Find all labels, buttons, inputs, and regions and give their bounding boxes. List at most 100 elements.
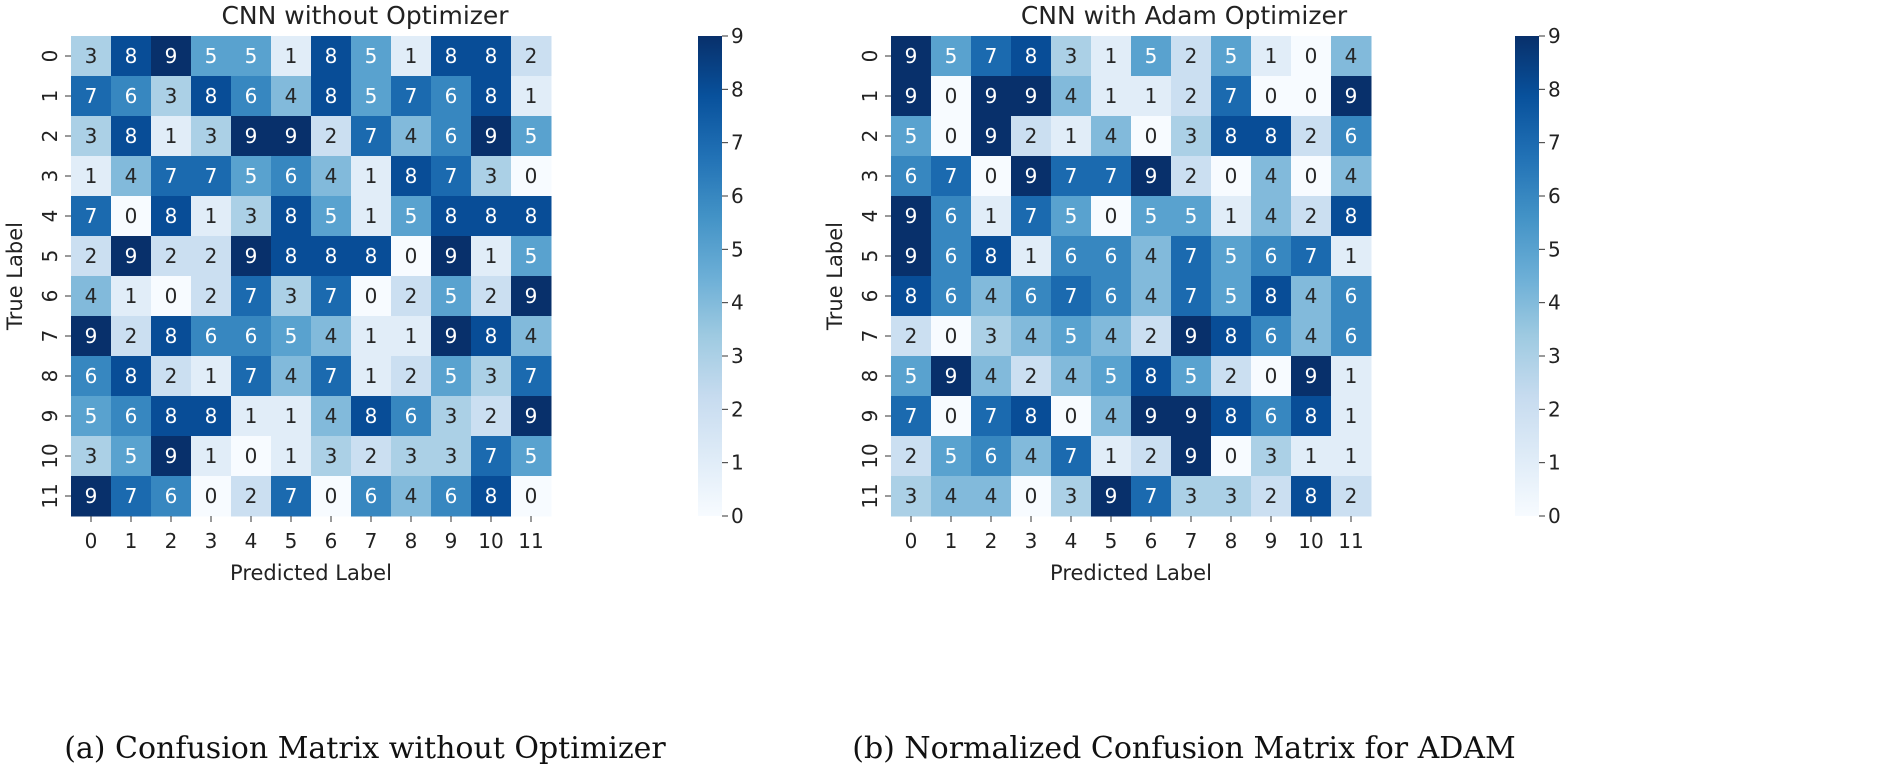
cell-value: 3 — [1185, 484, 1198, 508]
cell-value: 8 — [125, 364, 138, 388]
cell-value: 0 — [1305, 84, 1318, 108]
heatmap-cell — [511, 356, 552, 397]
heatmap-cell — [1291, 36, 1332, 77]
cell-value: 4 — [285, 84, 298, 108]
cell-value: 1 — [365, 164, 378, 188]
cell-value: 3 — [85, 44, 98, 68]
cell-value: 5 — [945, 44, 958, 68]
cell-value: 4 — [325, 164, 338, 188]
heatmap-cell — [891, 276, 932, 317]
heatmap-cell — [391, 476, 432, 517]
cell-value: 5 — [1145, 204, 1158, 228]
cell-value: 5 — [1225, 244, 1238, 268]
cell-value: 1 — [1345, 364, 1358, 388]
cell-value: 8 — [905, 284, 918, 308]
heatmap-cell — [271, 356, 312, 397]
heatmap-cell — [971, 436, 1012, 477]
heatmap-cell — [971, 476, 1012, 517]
cell-value: 7 — [165, 164, 178, 188]
heatmap-cell — [151, 156, 192, 197]
colorbar-tick-label: 7 — [731, 131, 744, 155]
colorbar — [698, 36, 722, 516]
heatmap-cell — [511, 196, 552, 237]
cell-value: 3 — [85, 444, 98, 468]
y-tick-label: 9 — [858, 410, 882, 423]
heatmap-cell — [1011, 436, 1052, 477]
cell-value: 8 — [405, 164, 418, 188]
colorbar-tick-label: 3 — [1548, 344, 1561, 368]
cell-value: 5 — [125, 444, 138, 468]
heatmap-cell — [191, 396, 232, 437]
cell-value: 8 — [1225, 404, 1238, 428]
heatmap-cell — [431, 436, 472, 477]
cell-value: 4 — [1065, 84, 1078, 108]
y-tick-label: 2 — [38, 130, 62, 143]
cell-value: 1 — [365, 364, 378, 388]
cell-value: 9 — [985, 124, 998, 148]
cell-value: 7 — [325, 284, 338, 308]
x-tick-label: 6 — [325, 529, 338, 553]
cell-value: 0 — [1105, 204, 1118, 228]
cell-value: 6 — [945, 244, 958, 268]
heatmap-cell — [1291, 436, 1332, 477]
cell-value: 6 — [445, 84, 458, 108]
cell-value: 0 — [945, 324, 958, 348]
cell-value: 4 — [1265, 204, 1278, 228]
heatmap-cell — [1051, 436, 1092, 477]
heatmap-cell — [431, 236, 472, 277]
heatmap-cell — [511, 316, 552, 357]
heatmap-cell — [1011, 76, 1052, 117]
heatmap-cell — [311, 436, 352, 477]
heatmap-cell — [271, 236, 312, 277]
heatmap-cell — [891, 196, 932, 237]
heatmap-cell — [931, 36, 972, 77]
heatmap-cell — [931, 396, 972, 437]
cell-value: 0 — [945, 404, 958, 428]
heatmap-cell — [231, 156, 272, 197]
heatmap-cell — [391, 436, 432, 477]
cell-value: 2 — [405, 364, 418, 388]
heatmap-cell — [971, 316, 1012, 357]
cell-value: 9 — [1185, 324, 1198, 348]
cell-value: 7 — [285, 484, 298, 508]
cell-value: 0 — [205, 484, 218, 508]
heatmap-cell — [1331, 396, 1372, 437]
heatmap-cell — [1211, 476, 1252, 517]
heatmap-cell — [1091, 436, 1132, 477]
heatmap-cell — [1051, 476, 1092, 517]
heatmap-cell — [1131, 196, 1172, 237]
heatmap-cell — [1211, 36, 1252, 77]
cell-value: 8 — [165, 324, 178, 348]
heatmap-cell — [891, 76, 932, 117]
cell-value: 7 — [205, 164, 218, 188]
heatmap-cell — [431, 276, 472, 317]
heatmap-cell — [111, 116, 152, 157]
x-tick-label: 8 — [405, 529, 418, 553]
cell-value: 8 — [1305, 404, 1318, 428]
cell-value: 8 — [445, 204, 458, 228]
heatmap-cell — [71, 396, 112, 437]
heatmap-cell — [1251, 316, 1292, 357]
cell-value: 8 — [205, 404, 218, 428]
cell-value: 5 — [245, 44, 258, 68]
heatmap-cell — [1251, 196, 1292, 237]
cell-value: 7 — [245, 284, 258, 308]
heatmap-cell — [931, 436, 972, 477]
heatmap-cell — [1251, 236, 1292, 277]
y-tick-label: 4 — [38, 210, 62, 223]
colorbar-tick-label: 0 — [1548, 504, 1561, 528]
heatmap-cell — [471, 396, 512, 437]
cell-value: 8 — [285, 204, 298, 228]
cell-value: 1 — [485, 244, 498, 268]
heatmap-cell — [1331, 196, 1372, 237]
cell-value: 6 — [1345, 284, 1358, 308]
heatmap-cell — [271, 156, 312, 197]
cell-value: 4 — [1345, 164, 1358, 188]
cell-value: 2 — [205, 244, 218, 268]
heatmap-cell — [1131, 116, 1172, 157]
cell-value: 0 — [945, 124, 958, 148]
cell-value: 2 — [1145, 444, 1158, 468]
cell-value: 0 — [325, 484, 338, 508]
heatmap-cell — [891, 436, 932, 477]
y-axis-label: True Label — [823, 222, 847, 331]
